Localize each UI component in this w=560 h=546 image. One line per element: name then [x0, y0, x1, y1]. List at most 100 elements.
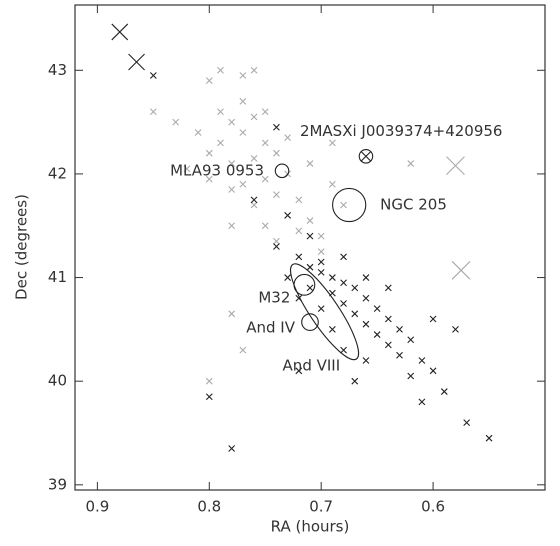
point-marker [362, 320, 370, 328]
point-marker [239, 129, 247, 136]
point-marker [373, 331, 381, 338]
point-marker [228, 222, 236, 230]
point-marker [317, 305, 325, 313]
point-marker [340, 201, 347, 209]
point-marker [351, 284, 359, 292]
annotation-label: 2MASXi J0039374+420956 [300, 122, 503, 140]
point-marker [451, 260, 471, 280]
object-ellipse [290, 263, 360, 361]
y-tick-label: 40 [48, 372, 67, 390]
point-marker [362, 294, 370, 302]
point-marker [418, 357, 426, 364]
point-marker [284, 211, 292, 219]
point-marker [273, 237, 280, 245]
point-marker [407, 372, 415, 380]
point-marker [149, 108, 157, 116]
point-marker [261, 139, 269, 147]
point-marker [485, 434, 493, 442]
x-tick-label: 0.6 [421, 498, 445, 516]
y-tick-label: 43 [48, 61, 67, 79]
point-marker [328, 180, 336, 188]
point-marker [284, 274, 292, 281]
point-marker [172, 118, 180, 126]
point-marker [250, 113, 258, 121]
annotation-label: NGC 205 [380, 196, 447, 214]
point-marker [217, 66, 224, 74]
point-marker [440, 388, 448, 395]
point-marker [384, 284, 392, 292]
point-marker [384, 315, 392, 323]
point-marker [362, 274, 370, 281]
point-marker [205, 149, 213, 157]
point-marker [205, 175, 213, 183]
point-marker [239, 97, 247, 105]
point-marker [306, 160, 314, 167]
point-marker [328, 139, 336, 147]
point-marker [340, 346, 347, 354]
point-marker [295, 253, 303, 261]
annotation-label: MLA93 0953 [170, 161, 264, 179]
plot-frame [74, 4, 546, 491]
point-marker [351, 377, 359, 385]
point-marker [273, 191, 280, 199]
object-circle [274, 163, 290, 179]
point-marker [250, 66, 258, 74]
point-marker [306, 284, 314, 292]
point-marker [295, 367, 303, 375]
point-marker [418, 398, 426, 406]
point-marker [217, 108, 224, 116]
point-marker [205, 393, 213, 401]
object-circle [332, 187, 367, 223]
point-marker [317, 232, 325, 240]
point-marker [373, 305, 381, 313]
point-marker [295, 196, 303, 204]
y-axis-label: Dec (degrees) [13, 194, 31, 300]
point-marker [396, 325, 403, 333]
point-marker [239, 346, 247, 354]
point-marker [183, 165, 191, 173]
point-marker [340, 300, 347, 307]
point-marker [273, 243, 280, 250]
point-marker [250, 201, 258, 209]
point-marker [351, 310, 359, 318]
x-tick-label: 0.7 [309, 498, 333, 516]
point-marker [317, 258, 325, 266]
point-marker [228, 310, 236, 318]
annotation-label: M32 [258, 288, 290, 306]
x-tick-label: 0.9 [85, 498, 109, 516]
point-marker [250, 154, 258, 162]
annotation-label: And VIII [283, 356, 341, 374]
point-marker [384, 341, 392, 349]
point-marker [273, 123, 280, 131]
object-cross [360, 151, 372, 162]
point-marker [328, 325, 336, 333]
object-circle [358, 149, 374, 164]
point-marker [239, 180, 247, 188]
point-marker [228, 118, 236, 126]
point-marker [306, 232, 314, 240]
y-tick-label: 39 [48, 475, 67, 493]
point-marker [429, 367, 437, 375]
point-marker [340, 253, 347, 261]
point-marker [111, 23, 129, 41]
y-tick-label: 41 [48, 268, 67, 286]
point-marker [228, 160, 236, 167]
point-marker [295, 227, 303, 235]
point-marker [407, 160, 415, 167]
point-marker [239, 72, 247, 79]
point-marker [217, 139, 224, 147]
point-marker [205, 77, 213, 85]
point-marker [463, 419, 471, 427]
point-marker [228, 186, 236, 193]
point-marker [149, 72, 157, 79]
annotation-label: And IV [246, 319, 295, 337]
x-axis-label: RA (hours) [271, 518, 350, 536]
point-marker [250, 196, 258, 204]
point-marker [340, 279, 347, 287]
point-marker [128, 53, 145, 71]
object-circle [301, 313, 319, 331]
point-marker [429, 315, 437, 323]
point-marker [261, 222, 269, 230]
